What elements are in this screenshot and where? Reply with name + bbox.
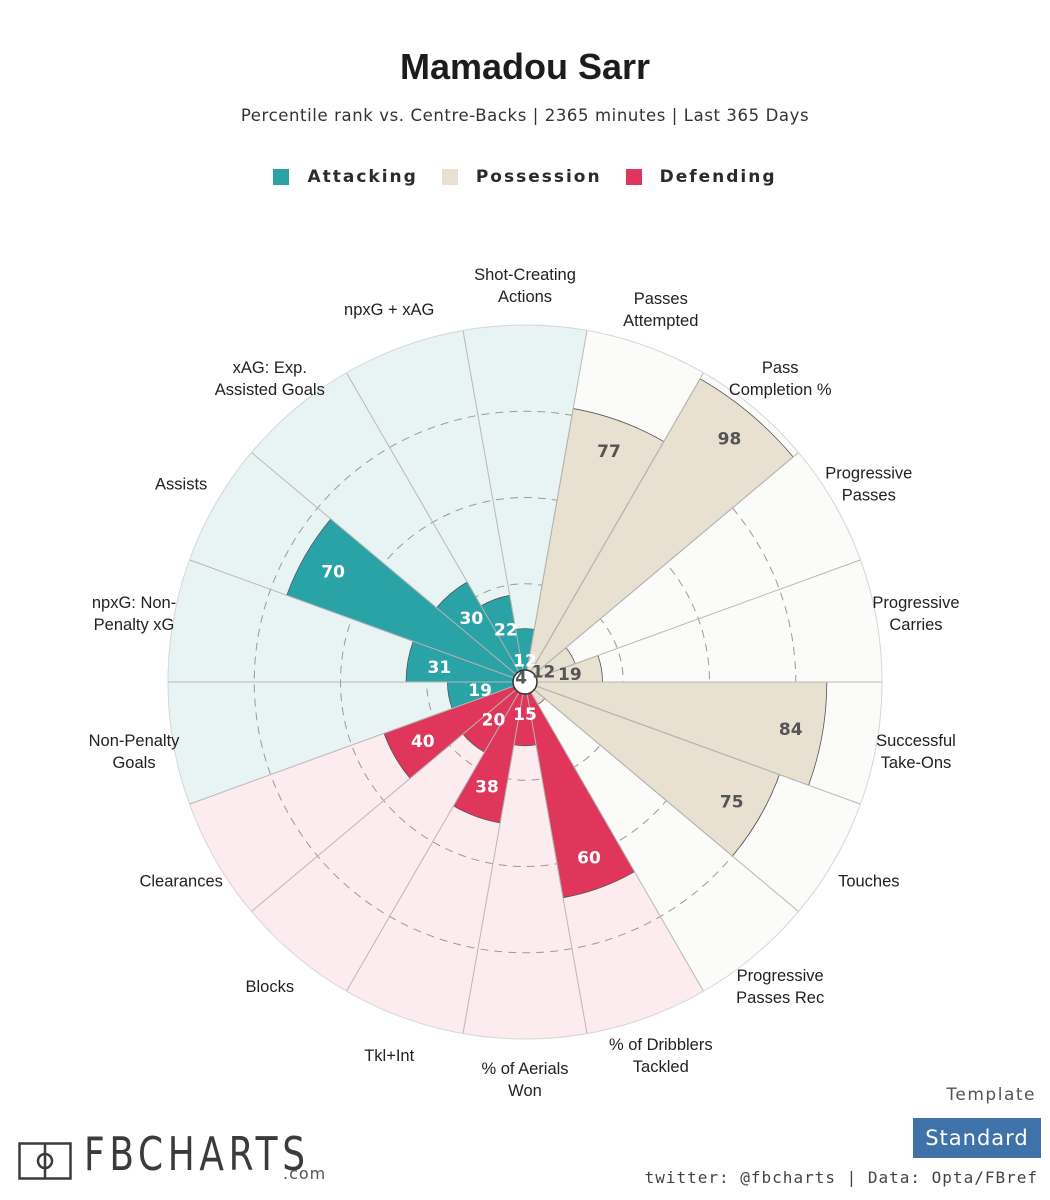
category-label-shot-creating-actions: Shot-Creating Actions xyxy=(474,266,576,306)
legend-label-defending: Defending xyxy=(659,167,777,187)
template-label: Template xyxy=(946,1085,1036,1105)
value-label-blocks: 20 xyxy=(482,711,506,731)
legend-swatch-defending xyxy=(625,169,642,185)
spoke-line xyxy=(462,330,524,671)
category-label-passes-attempted: Passes Attempted xyxy=(623,290,698,330)
category-label-clearances: Clearances xyxy=(139,873,222,891)
legend-swatch-possession xyxy=(441,169,458,185)
category-label-touches: Touches xyxy=(838,873,899,891)
chart-subtitle: Percentile rank vs. Centre-Backs | 2365 … xyxy=(240,106,810,125)
category-label-xag-exp-assisted-goals: xAG: Exp. Assisted Goals xyxy=(215,359,325,399)
spoke-line xyxy=(536,559,861,679)
outer-ring xyxy=(167,324,883,1040)
category-label-blocks: Blocks xyxy=(246,978,295,996)
legend-label-possession: Possession xyxy=(475,167,602,187)
legend: Attacking Possession Defending xyxy=(0,167,1050,187)
spoke-line xyxy=(530,692,704,992)
value-label-non-penalty-goals: 19 xyxy=(468,681,492,701)
spoke-line xyxy=(189,685,514,805)
value-label-progressive-carries: 19 xyxy=(558,665,582,685)
category-label-of-aerials-won: % of Aerials Won xyxy=(481,1060,568,1100)
spoke-line xyxy=(536,685,861,805)
value-label-tkl-int: 38 xyxy=(475,777,499,797)
category-label-of-dribblers-tackled: % of Dribblers Tackled xyxy=(609,1036,713,1076)
category-label-npxg-xag: npxG + xAG xyxy=(344,301,434,319)
spoke-line xyxy=(251,452,517,675)
spoke-line xyxy=(530,372,704,672)
template-badge: Standard xyxy=(913,1118,1041,1158)
value-label-pass-completion: 98 xyxy=(718,429,742,449)
spoke-line xyxy=(526,693,588,1034)
spoke-line xyxy=(462,693,524,1034)
value-label-of-aerials-won: 15 xyxy=(513,705,537,725)
value-label-shot-creating-actions: 12 xyxy=(513,652,537,672)
sector-bg-npxg-xag xyxy=(346,330,523,672)
category-label-non-penalty-goals: Non-Penalty Goals xyxy=(89,732,181,772)
value-label-progressive-passes: 12 xyxy=(532,662,556,682)
sector-bg-non-penalty-goals xyxy=(168,682,514,805)
spoke-line xyxy=(533,452,799,675)
pitch-icon xyxy=(18,1142,72,1180)
sector-bg-blocks xyxy=(251,689,519,992)
value-label-xag-exp-assisted-goals: 30 xyxy=(459,609,483,629)
spoke-line xyxy=(346,372,520,672)
category-label-assists: Assists xyxy=(155,476,207,494)
spoke-line xyxy=(251,689,517,912)
value-label-passes-attempted: 77 xyxy=(597,442,621,462)
category-label-pass-completion: Pass Completion % xyxy=(729,359,832,399)
spoke-line xyxy=(346,692,520,992)
chart-title: Mamadou Sarr xyxy=(399,46,651,87)
category-label-tkl-int: Tkl+Int xyxy=(364,1047,414,1065)
legend-item-defending: Defending xyxy=(625,167,777,187)
value-label-of-dribblers-tackled: 60 xyxy=(577,849,601,869)
brand-logo: FBCHARTS .com xyxy=(18,1127,373,1183)
spoke-line xyxy=(533,689,799,912)
brand-domain: .com xyxy=(283,1164,327,1183)
data-credit: twitter: @fbcharts | Data: Opta/FBref xyxy=(644,1168,1038,1187)
value-label-npxg-non-penalty-xg: 31 xyxy=(428,658,452,678)
value-label-assists: 70 xyxy=(321,562,345,582)
value-label-successful-take-ons: 84 xyxy=(779,720,803,740)
legend-item-attacking: Attacking xyxy=(273,167,417,187)
category-label-progressive-carries: Progressive Carries xyxy=(872,594,959,634)
category-label-npxg-non-penalty-xg: npxG: Non-Penalty xG xyxy=(92,594,176,634)
value-label-progressive-passes-rec: 4 xyxy=(515,668,527,688)
sector-bg-progressive-passes xyxy=(534,452,861,678)
legend-swatch-attacking xyxy=(273,169,290,185)
value-label-npxg-xag: 22 xyxy=(494,620,518,640)
spoke-line xyxy=(526,330,588,671)
spoke-line xyxy=(189,559,514,679)
legend-item-possession: Possession xyxy=(441,167,602,187)
legend-label-attacking: Attacking xyxy=(307,167,418,187)
value-label-clearances: 40 xyxy=(411,732,435,752)
category-label-progressive-passes: Progressive Passes xyxy=(825,465,912,505)
value-label-touches: 75 xyxy=(720,792,744,812)
sector-bg-of-aerials-won xyxy=(463,693,587,1039)
sector-bg-progressive-passes-rec xyxy=(531,689,799,992)
brand-name: FBCHARTS xyxy=(84,1127,310,1181)
sector-bg-progressive-carries xyxy=(536,559,882,682)
category-label-successful-take-ons: Successful Take-Ons xyxy=(876,732,956,772)
center-hole xyxy=(512,669,538,695)
category-label-progressive-passes-rec: Progressive Passes Rec xyxy=(736,967,824,1007)
